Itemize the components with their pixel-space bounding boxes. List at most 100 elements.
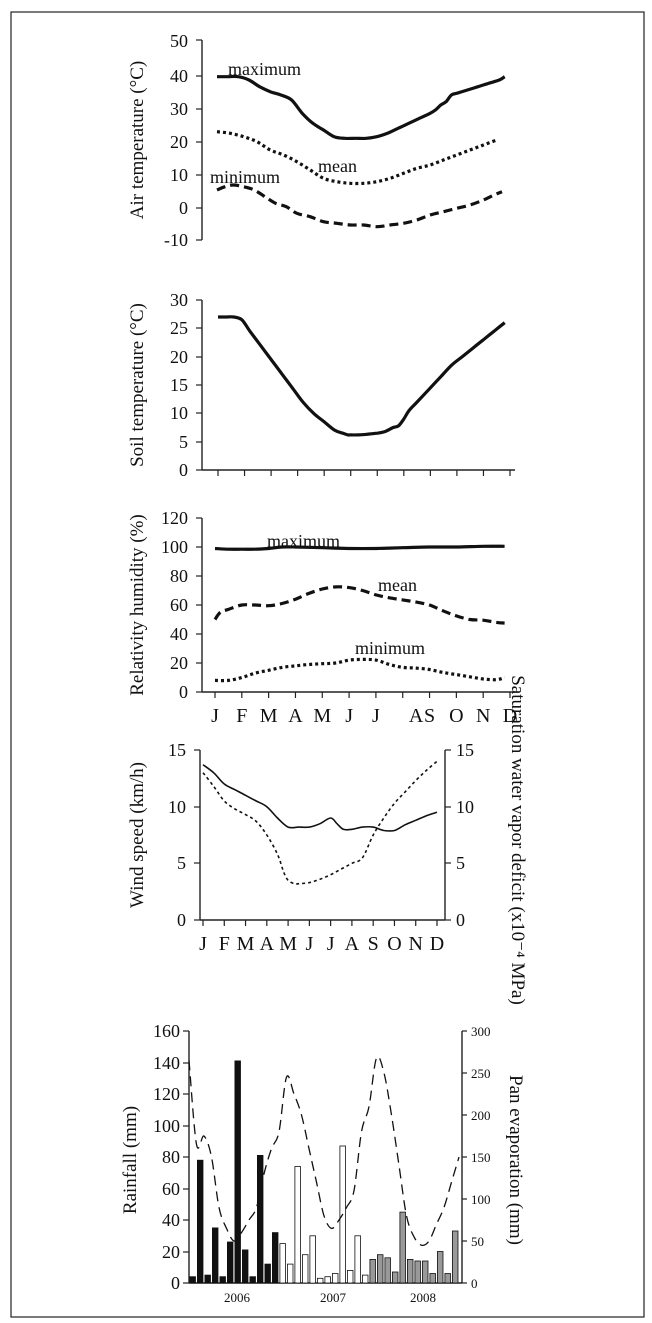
series-line-maximum [217, 74, 506, 141]
y-ticks [196, 39, 202, 241]
y2-axis-title: Saturation water vapor deficit (x10⁻⁴ MP… [507, 675, 528, 1005]
rainfall-bar-2008 [436, 1251, 444, 1284]
series-line-maximum [214, 544, 505, 551]
rainfall-bar-2008 [376, 1254, 384, 1284]
annotation-mean: mean [318, 156, 357, 176]
rainfall-bar-2006 [189, 1276, 196, 1284]
rainfall-bar-2007 [361, 1274, 369, 1284]
rainfall-bar-2007 [331, 1273, 339, 1284]
rainfall-bar-2006 [241, 1249, 249, 1284]
x-tick-label: A [345, 933, 360, 955]
rainfall-bar-2007 [316, 1277, 324, 1284]
y-tick-label: 40 [170, 624, 188, 644]
rainfall-evaporation-chart: 160 140 120 100 80 60 40 20 0 300 250 20… [120, 1021, 526, 1305]
rainfall-bar-2006 [226, 1241, 234, 1284]
series-line-wind-speed [202, 764, 438, 832]
y-axis-title: Soil temperature (°C) [127, 303, 148, 467]
y-tick-label: 30 [170, 99, 188, 119]
x-tick-label: D [430, 933, 444, 955]
y-tick-label: 40 [162, 1210, 180, 1230]
x-tick-label: J [372, 705, 380, 727]
x-tick-label: 2007 [320, 1290, 347, 1305]
y-tick-label: 100 [153, 1116, 180, 1136]
x-tick-label: M [279, 933, 297, 955]
rainfall-bar-2007 [309, 1235, 316, 1284]
y-axis-title: Relativity humidity (%) [127, 514, 148, 696]
y-tick-label: 0 [179, 460, 188, 480]
annotation-maximum: maximum [267, 531, 340, 551]
rainfall-bar-2006 [204, 1274, 211, 1284]
y-tick-label: 140 [153, 1053, 180, 1073]
rainfall-bar-2007 [279, 1243, 286, 1284]
series-line-minimum [214, 657, 506, 683]
series-line-pan-evaporation [188, 1055, 460, 1247]
y-tick-label: 10 [170, 165, 188, 185]
rainfall-bar-2006 [219, 1276, 226, 1284]
y-tick-label: 20 [162, 1242, 180, 1262]
x-tick-label: J [305, 933, 313, 955]
x-tick-label: A [409, 705, 424, 727]
y-tick-label: 120 [153, 1084, 180, 1104]
y-axis-title: Air temperature (°C) [127, 61, 148, 219]
y-axis-title: Wind speed (km/h) [127, 762, 148, 908]
x-tick-label: N [409, 933, 423, 955]
x-tick-label: D [503, 705, 517, 727]
y-tick-label: 5 [179, 432, 188, 452]
x-tick-label: F [236, 705, 247, 727]
rainfall-bar-2006 [211, 1227, 219, 1284]
y-ticks [194, 749, 451, 921]
rainfall-bar-2006 [249, 1276, 256, 1284]
x-tick-label: M [260, 705, 278, 727]
series-line-vapor-deficit [202, 760, 438, 885]
y-tick-label: 0 [179, 198, 188, 218]
x-tick-label: J [199, 933, 207, 955]
x-ticks [214, 692, 511, 698]
x-tick-label: J [327, 933, 335, 955]
y2-tick-label: 150 [471, 1150, 491, 1165]
x-tick-label: J [345, 705, 353, 727]
y2-axis-title: Pan evaporation (mm) [505, 1075, 526, 1245]
air-temperature-chart: 50 40 30 20 10 0 -10 Air temperature (°C… [127, 31, 506, 250]
rainfall-bar-2007 [286, 1263, 294, 1284]
soil-temperature-chart: 30 25 20 15 10 5 0 Soil temperature (°C) [127, 290, 515, 480]
rainfall-bar-2006 [256, 1155, 264, 1284]
y-ticks [196, 517, 202, 693]
rainfall-bar-2006 [264, 1263, 271, 1284]
x-tick-label: F [219, 933, 230, 955]
y-tick-label: 15 [170, 375, 188, 395]
y-tick-label: 160 [153, 1021, 180, 1041]
series-line-soil [218, 315, 506, 437]
y2-tick-label: 100 [471, 1192, 491, 1207]
rainfall-bar-2008 [399, 1211, 406, 1284]
rainfall-bar-2007 [324, 1276, 331, 1284]
y-tick-label: 20 [170, 132, 188, 152]
x-tick-label: S [424, 705, 435, 727]
y2-tick-label: 0 [456, 910, 465, 930]
y2-tick-label: 15 [456, 740, 474, 760]
y-tick-label: 10 [170, 403, 188, 423]
y-axis-title: Rainfall (mm) [120, 1106, 141, 1214]
y2-tick-label: 50 [471, 1234, 484, 1249]
y2-tick-label: 5 [456, 853, 465, 873]
y-tick-label: 60 [170, 595, 188, 615]
y-tick-label: 15 [168, 740, 186, 760]
x-tick-label: O [449, 705, 463, 727]
rainfall-bar-2008 [444, 1273, 451, 1284]
annotation-mean: mean [378, 575, 417, 595]
rainfall-bar-2007 [354, 1235, 361, 1284]
y-tick-label: 20 [170, 653, 188, 673]
y-tick-label: 5 [177, 853, 186, 873]
y-tick-label: 25 [170, 318, 188, 338]
series-line-mean [216, 130, 498, 186]
annotation-minimum: minimum [210, 167, 280, 187]
y-tick-label: 20 [170, 347, 188, 367]
y-tick-label: 120 [161, 508, 188, 528]
y2-tick-label: 300 [471, 1024, 491, 1039]
series-line-minimum [216, 183, 503, 229]
annotation-maximum: maximum [228, 59, 301, 79]
y-tick-label: 100 [161, 537, 188, 557]
y-tick-label: -10 [164, 230, 188, 250]
